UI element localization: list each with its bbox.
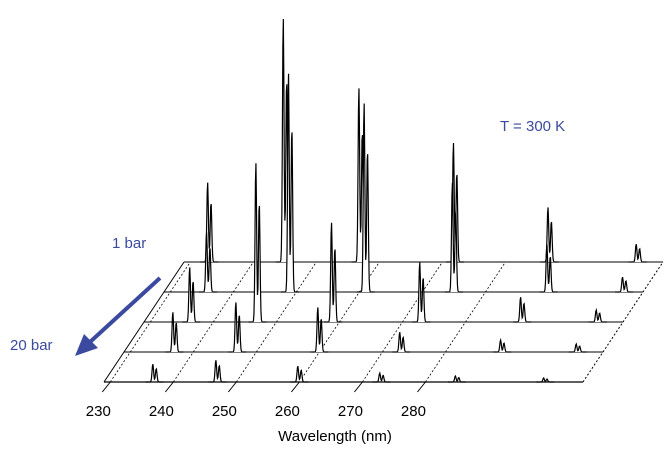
x-tick-label: 280 — [401, 403, 426, 420]
spectral-peak — [392, 332, 411, 353]
x-tick — [290, 381, 300, 393]
spectral-peak — [281, 73, 300, 293]
spectral-peak — [568, 342, 587, 353]
spectral-peak — [372, 371, 391, 383]
spectral-peak — [628, 244, 647, 263]
x-tick — [164, 381, 174, 393]
x-tick — [101, 381, 111, 393]
spectral-peak — [145, 364, 164, 383]
spectral-peak — [165, 312, 184, 353]
arrow-head — [75, 334, 98, 356]
spectral-peak — [290, 365, 309, 383]
spectral-peak — [588, 307, 607, 323]
spectral-peak — [493, 337, 512, 353]
spectral-peak — [513, 297, 532, 323]
spectral-peak — [228, 302, 247, 353]
spectral-peak — [447, 374, 466, 383]
spectral-peak — [200, 182, 219, 263]
annotation: T = 300 K — [500, 118, 565, 135]
spectral-peak — [539, 244, 558, 293]
spectral-peak — [356, 103, 375, 293]
arrow-shaft — [88, 276, 162, 344]
x-tick-label: 250 — [212, 403, 237, 420]
spectral-peak — [208, 360, 227, 383]
spectral-peak — [412, 262, 431, 323]
spectral-peak — [310, 307, 329, 353]
x-tick-label: 240 — [149, 403, 174, 420]
spectral-peak — [182, 267, 201, 323]
x-axis-label: Wavelength (nm) — [278, 428, 392, 445]
x-tick-label: 260 — [275, 403, 300, 420]
spectral-peak — [444, 182, 463, 293]
x-tick — [227, 381, 237, 393]
spectral-peak — [540, 207, 559, 263]
spectral-peak — [248, 163, 267, 323]
x-tick-label: 230 — [86, 403, 111, 420]
spectral-peak — [199, 232, 218, 293]
x-tick — [354, 381, 363, 393]
spectral-peak — [324, 222, 343, 323]
annotation: 1 bar — [112, 235, 146, 252]
x-tick — [417, 381, 426, 393]
spectral-peak — [615, 276, 634, 293]
x-tick-label: 270 — [338, 403, 363, 420]
annotation: 20 bar — [10, 337, 53, 354]
